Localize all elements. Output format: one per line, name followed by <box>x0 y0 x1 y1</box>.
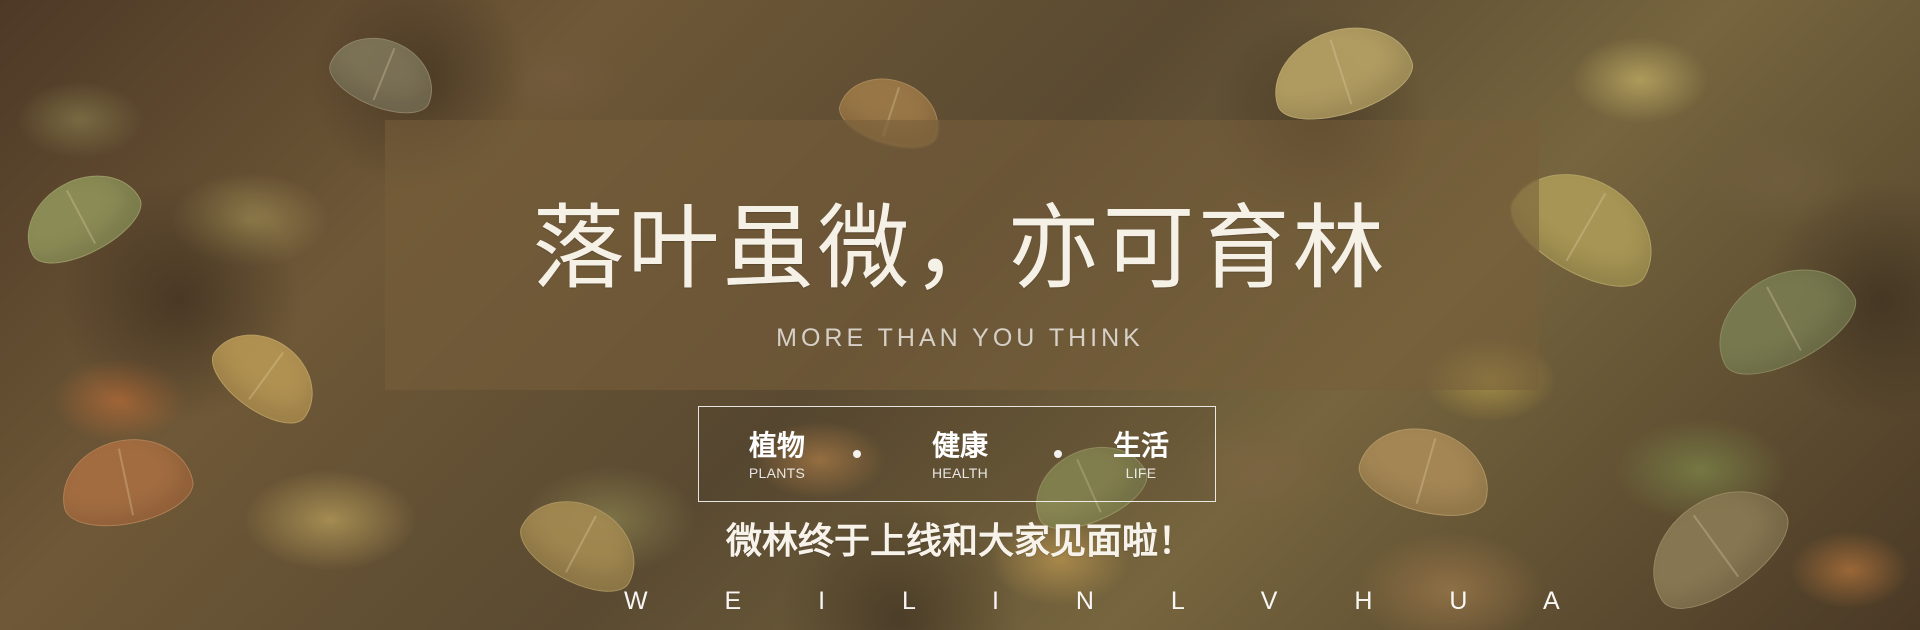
category-life-english: LIFE <box>1096 464 1186 482</box>
category-life-chinese: 生活 <box>1096 429 1186 463</box>
leaf-background-shape <box>1351 413 1500 528</box>
leaf-background-shape <box>10 156 152 279</box>
brand-spaced-text: W E I L I N L V H U A <box>624 584 1296 618</box>
main-headline: 落叶虽微，亦可育林 <box>490 193 1430 305</box>
leaf-background-shape <box>321 22 446 125</box>
leaf-background-shape <box>1698 246 1869 393</box>
launch-announcement: 微林终于上线和大家见面啦！ <box>680 517 1240 567</box>
category-plants: 植物 PLANTS <box>732 429 822 482</box>
category-health-chinese: 健康 <box>915 429 1005 463</box>
separator-dot-icon <box>1054 450 1062 458</box>
category-box: 植物 PLANTS 健康 HEALTH 生活 LIFE <box>698 406 1216 502</box>
leaf-background-shape <box>1260 10 1421 134</box>
category-plants-chinese: 植物 <box>732 429 822 463</box>
category-plants-english: PLANTS <box>732 464 822 482</box>
separator-dot-icon <box>853 450 861 458</box>
leaf-background-shape <box>1627 464 1804 628</box>
leaf-background-shape <box>53 427 200 537</box>
headline-subtitle: MORE THAN YOU THINK <box>740 323 1180 353</box>
category-health-english: HEALTH <box>915 464 1005 482</box>
category-life: 生活 LIFE <box>1096 429 1186 482</box>
leaf-background-shape <box>200 314 333 438</box>
category-health: 健康 HEALTH <box>915 429 1005 482</box>
